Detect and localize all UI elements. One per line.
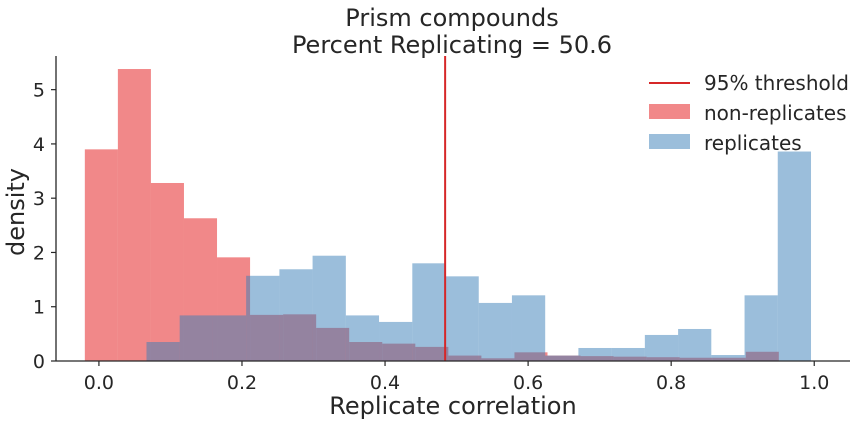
legend-threshold-label: 95% threshold bbox=[704, 71, 849, 95]
replicates-bar bbox=[777, 151, 812, 361]
y-tick-label: 2 bbox=[33, 242, 45, 264]
non-replicates-bar bbox=[84, 149, 118, 361]
x-tick-label: 0.4 bbox=[370, 372, 400, 394]
y-ticks: 0 1 2 3 4 5 bbox=[33, 80, 56, 373]
y-tick-label: 5 bbox=[33, 80, 45, 102]
y-tick-label: 4 bbox=[33, 134, 45, 156]
replicates-bar bbox=[246, 275, 280, 361]
replicates-bar bbox=[545, 355, 579, 361]
x-tick-label: 0.8 bbox=[656, 372, 686, 394]
y-tick-label: 0 bbox=[33, 351, 45, 373]
legend-replicates-swatch bbox=[649, 134, 690, 149]
replicates-bar bbox=[179, 315, 213, 361]
y-tick-label: 1 bbox=[33, 297, 45, 319]
replicates-bar bbox=[345, 315, 380, 361]
x-axis-label: Replicate correlation bbox=[329, 392, 576, 420]
replicates-bar bbox=[578, 347, 612, 361]
non-replicates-bar bbox=[117, 69, 151, 362]
replicates-bar bbox=[678, 328, 712, 361]
replicates-bars bbox=[146, 151, 812, 361]
x-ticks: 0.0 0.2 0.4 0.6 0.8 1.0 bbox=[84, 361, 829, 394]
legend-non-replicates-label: non-replicates bbox=[704, 101, 847, 125]
replicates-bar bbox=[744, 295, 778, 361]
x-tick-label: 0.6 bbox=[513, 372, 543, 394]
x-tick-label: 0.2 bbox=[227, 372, 257, 394]
y-axis-label: density bbox=[2, 168, 30, 256]
replicates-bar bbox=[379, 321, 413, 361]
replicates-bar bbox=[478, 302, 512, 361]
non-replicates-bar bbox=[150, 182, 184, 361]
x-tick-label: 0.0 bbox=[84, 372, 114, 394]
legend-non-replicates-swatch bbox=[649, 104, 690, 119]
y-tick-label: 3 bbox=[33, 188, 45, 210]
chart-subtitle: Percent Replicating = 50.6 bbox=[292, 31, 612, 59]
replicates-bar bbox=[611, 347, 645, 361]
replicates-bar bbox=[212, 315, 247, 361]
axes bbox=[55, 56, 850, 362]
chart-title: Prism compounds bbox=[345, 4, 558, 32]
replicates-bar bbox=[146, 342, 180, 361]
legend-replicates-label: replicates bbox=[704, 131, 802, 155]
replicates-bar bbox=[644, 334, 679, 361]
replicates-bar bbox=[279, 269, 313, 361]
legend: 95% threshold non-replicates replicates bbox=[649, 71, 849, 155]
replicates-bar bbox=[711, 355, 745, 361]
replicates-bar bbox=[445, 276, 479, 361]
replicates-bar bbox=[412, 263, 446, 361]
replicates-bar bbox=[511, 295, 546, 361]
x-tick-label: 1.0 bbox=[799, 372, 829, 394]
replicates-bar bbox=[312, 255, 346, 361]
